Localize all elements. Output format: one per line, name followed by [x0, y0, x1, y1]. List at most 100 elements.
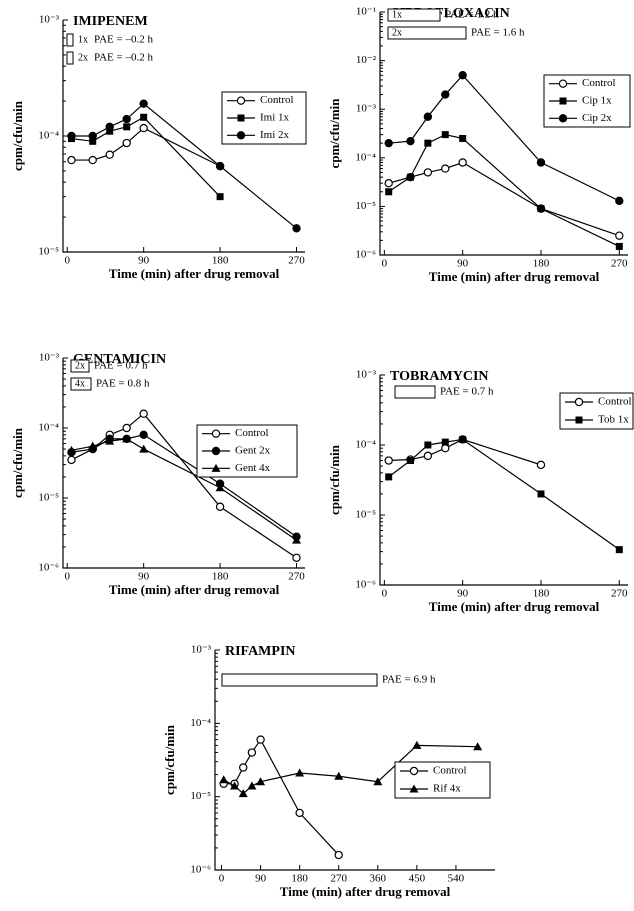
marker	[215, 502, 225, 511]
marker	[106, 127, 114, 135]
y-axis-label: cpm/cfu/min	[327, 98, 342, 169]
legend-label: Gent 2x	[235, 445, 271, 457]
marker	[122, 423, 131, 433]
pae-tag: 2x	[75, 360, 85, 371]
marker	[237, 114, 245, 122]
x-tick-label: 450	[409, 873, 426, 885]
x-tick-label: 0	[382, 588, 388, 600]
marker	[122, 138, 131, 148]
marker	[409, 784, 419, 793]
x-tick-label: 180	[212, 571, 229, 583]
marker	[441, 438, 449, 446]
x-tick-label: 180	[291, 873, 308, 885]
marker	[424, 441, 432, 449]
marker	[574, 397, 584, 407]
legend-box	[559, 392, 634, 430]
chart-title: IMIPENEM	[73, 14, 148, 29]
y-tick-label: 10⁻⁴	[190, 717, 211, 729]
x-tick-label: 180	[533, 588, 550, 600]
y-tick-label: 10⁻⁶	[355, 579, 376, 591]
chart-title: RIFAMPIN	[225, 644, 296, 659]
y-tick-label: 10⁻¹	[356, 6, 376, 18]
marker	[292, 553, 301, 562]
marker	[139, 430, 148, 439]
marker	[236, 96, 246, 105]
marker	[615, 196, 624, 206]
y-tick-label: 10⁻⁴	[355, 439, 376, 451]
chart-title: GENTAMICIN	[73, 352, 166, 367]
y-tick-label: 10⁻⁴	[38, 422, 59, 434]
marker	[66, 445, 76, 454]
marker	[385, 188, 393, 196]
x-tick-label: 270	[330, 873, 347, 885]
x-axis-label: Time (min) after drug removal	[280, 884, 451, 899]
pae-label: PAE = 0.8 h	[96, 378, 150, 390]
marker	[122, 114, 131, 124]
x-tick-label: 0	[382, 258, 388, 270]
marker	[88, 131, 97, 141]
x-tick-label: 540	[448, 873, 465, 885]
x-tick-label: 90	[457, 258, 469, 270]
marker	[123, 123, 131, 131]
legend-label: Control	[260, 94, 294, 106]
y-axis-label: cpm/cfu/min	[327, 444, 342, 515]
marker	[458, 158, 467, 167]
y-tick-label: 10⁻⁵	[355, 200, 376, 212]
marker	[292, 535, 302, 544]
marker	[67, 155, 76, 165]
pae-box	[394, 385, 436, 399]
marker	[384, 456, 393, 465]
y-tick-label: 10⁻⁶	[38, 562, 59, 574]
pae-label: PAE = 1.6 h	[471, 27, 525, 39]
x-tick-label: 90	[138, 255, 150, 267]
marker	[558, 114, 568, 123]
y-tick-label: 10⁻³	[191, 644, 212, 656]
y-tick-label: 10⁻³	[356, 103, 377, 115]
y-tick-label: 10⁻⁵	[190, 790, 211, 802]
marker	[385, 473, 393, 481]
marker	[459, 134, 467, 142]
marker	[139, 409, 148, 418]
x-tick-label: 180	[533, 258, 550, 270]
marker	[215, 483, 225, 492]
x-axis-label: Time (min) after drug removal	[429, 599, 600, 614]
marker	[89, 137, 97, 145]
marker	[537, 490, 545, 498]
y-axis-label: cpm/cfu/min	[162, 724, 177, 795]
x-axis-label: Time (min) after drug removal	[429, 269, 600, 284]
marker	[423, 451, 433, 461]
legend-label: Rif 4x	[433, 783, 461, 795]
x-tick-label: 270	[288, 255, 305, 267]
series-line	[71, 116, 221, 198]
pae-label: PAE = –0.2 h	[94, 52, 153, 64]
x-tick-label: 90	[457, 588, 469, 600]
marker	[536, 158, 546, 167]
x-tick-label: 0	[64, 571, 70, 583]
pae-tag: 2x	[78, 52, 88, 63]
marker	[423, 168, 433, 177]
marker	[256, 777, 266, 786]
marker	[424, 139, 432, 147]
pae-label: PAE = 0.7 h	[440, 386, 494, 398]
x-tick-label: 270	[611, 258, 628, 270]
marker	[575, 416, 583, 424]
marker	[122, 434, 132, 443]
pae-box	[66, 51, 74, 65]
y-tick-label: 10⁻³	[356, 369, 377, 381]
pae-label: PAE = –0.2 h	[94, 34, 153, 46]
pae-tag: 2x	[392, 27, 402, 38]
marker	[211, 446, 221, 456]
marker	[441, 444, 450, 453]
marker	[384, 179, 393, 188]
marker	[219, 775, 229, 784]
x-tick-label: 0	[64, 255, 70, 267]
marker	[292, 224, 301, 233]
marker	[334, 850, 343, 860]
x-axis-label: Time (min) after drug removal	[109, 582, 280, 597]
marker	[105, 436, 115, 445]
series-line	[388, 438, 620, 551]
x-tick-label: 90	[138, 571, 150, 583]
pae-tag: 1x	[78, 34, 88, 45]
